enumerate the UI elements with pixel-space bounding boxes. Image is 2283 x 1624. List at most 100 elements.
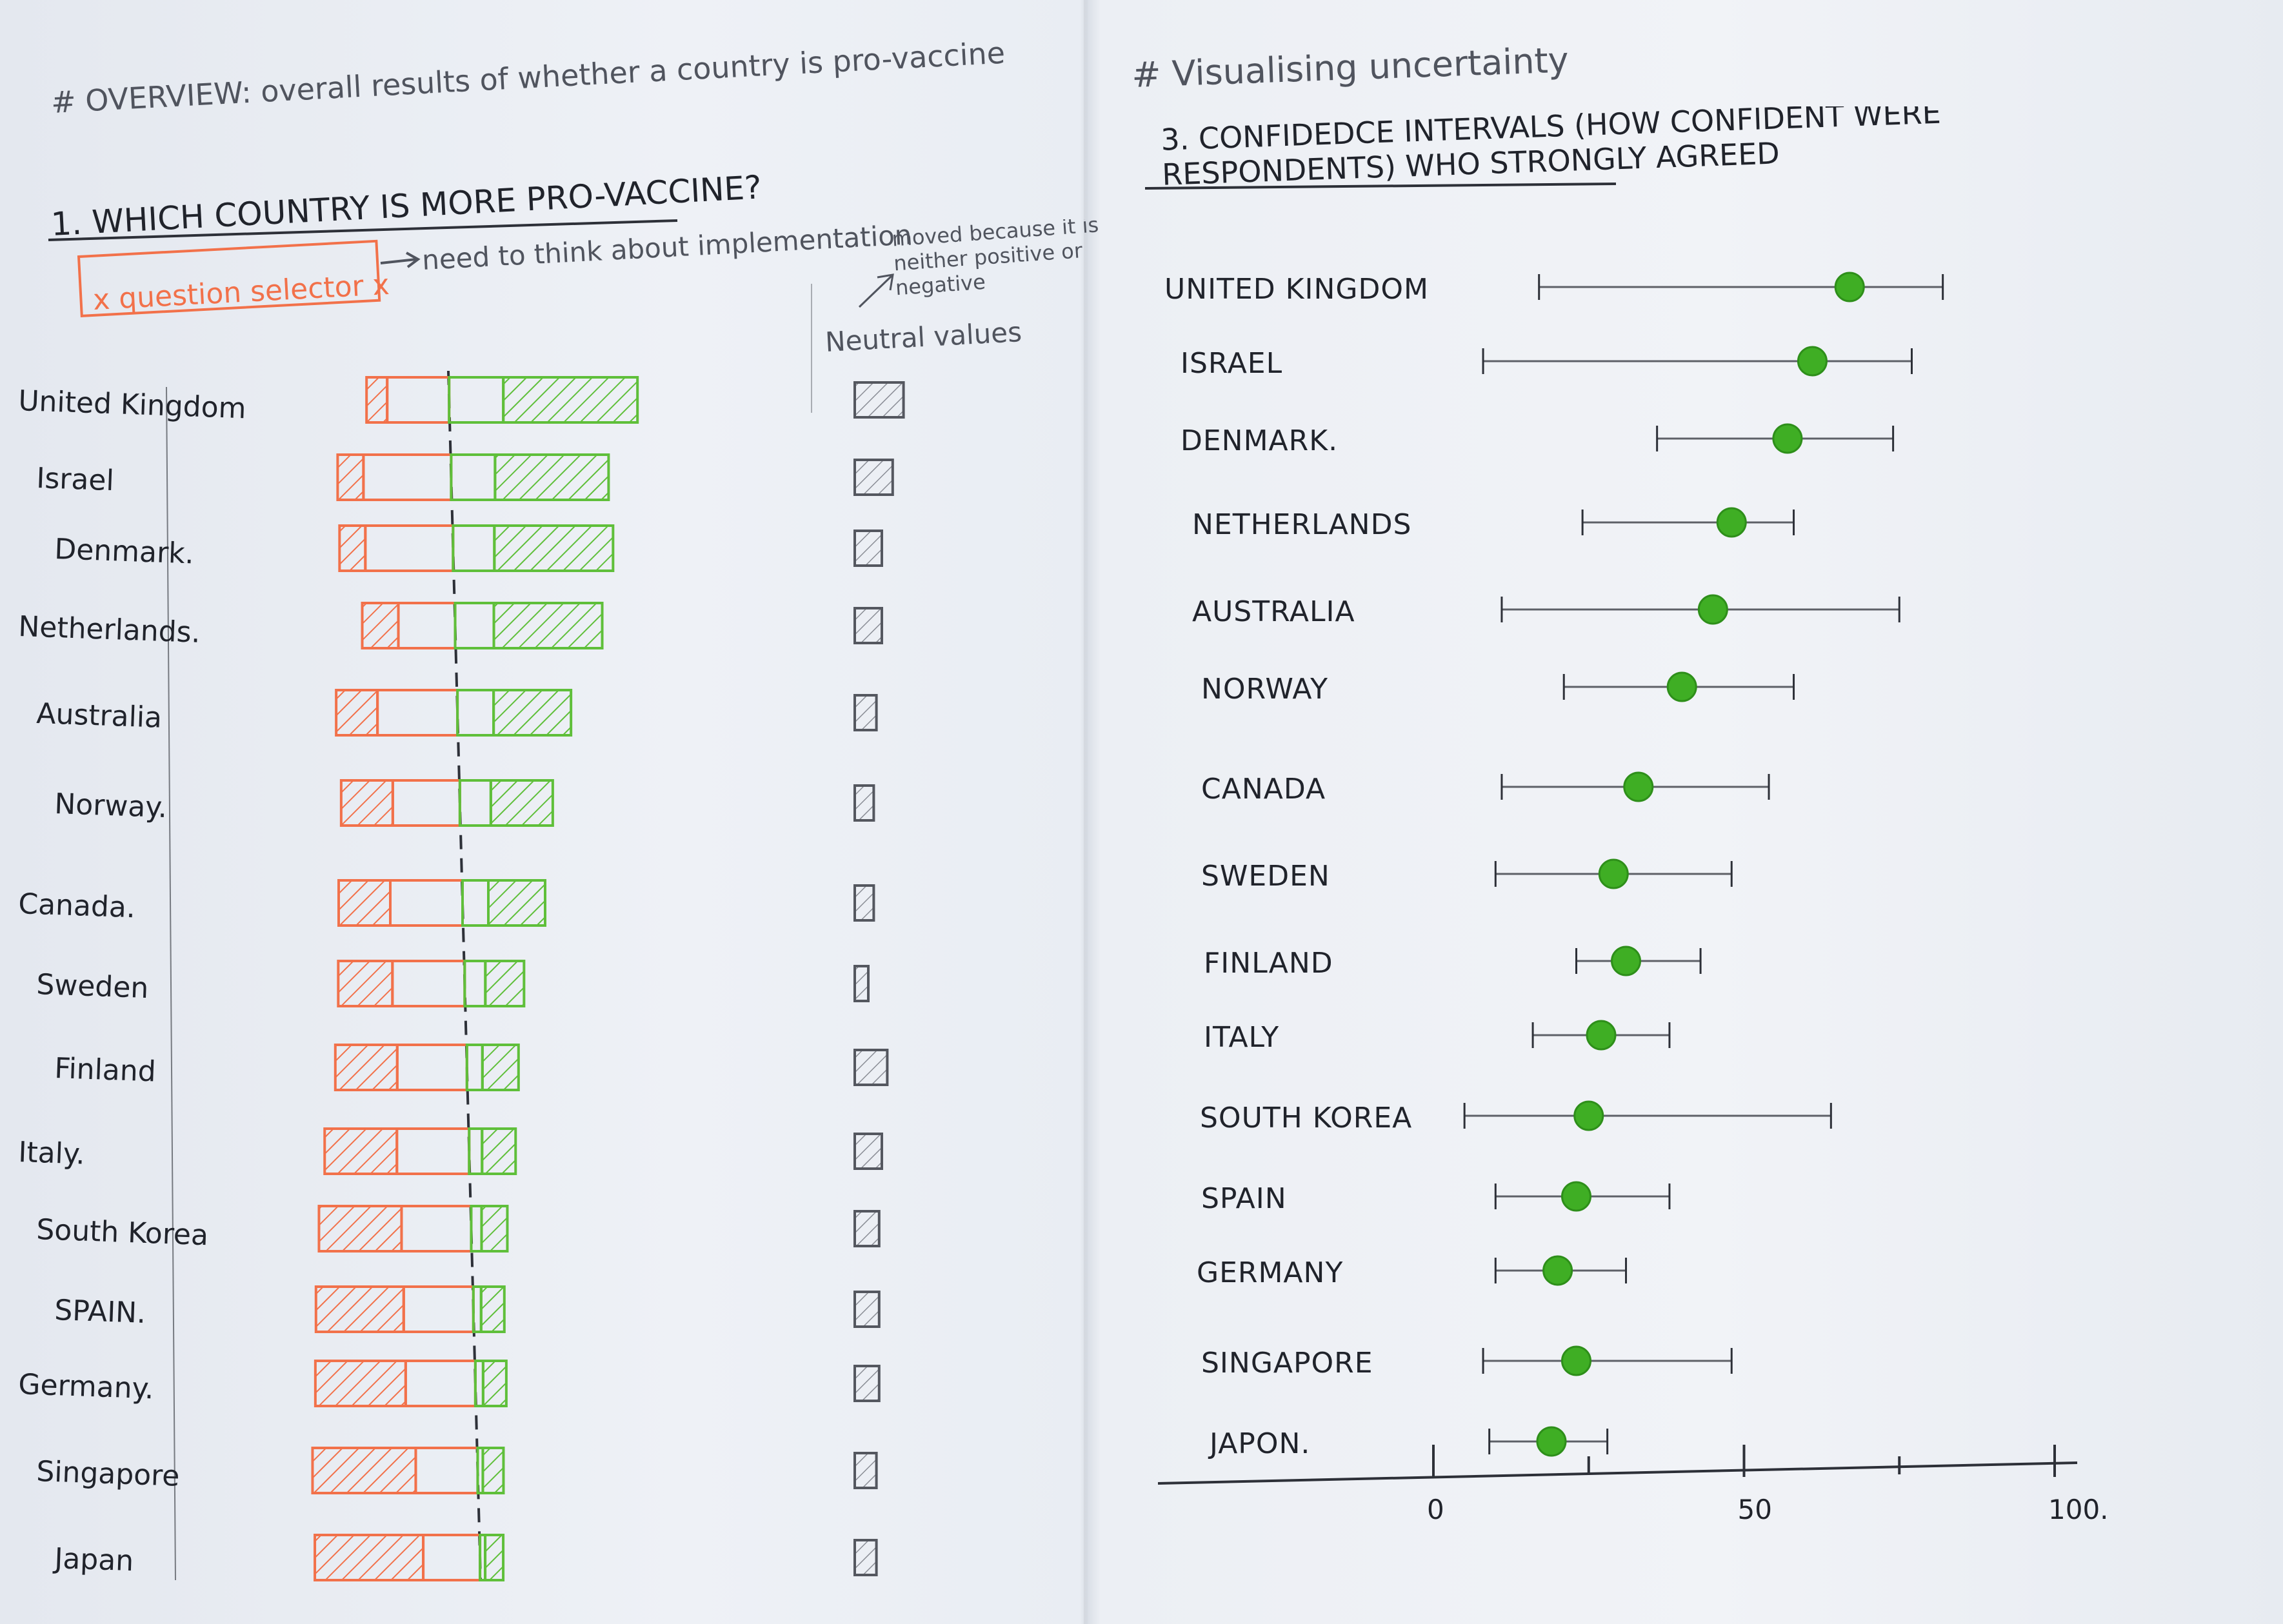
country-label: Singapore	[36, 1455, 181, 1493]
country-label: SOUTH KOREA	[1200, 1102, 1412, 1134]
neutral-bar	[853, 1291, 881, 1328]
positive-hatched-bar	[493, 453, 610, 501]
country-label: DENMARK.	[1181, 424, 1338, 457]
neutral-bar	[853, 784, 875, 822]
country-label: CANADA	[1201, 773, 1326, 806]
positive-hatched-bar	[479, 1285, 506, 1333]
estimate-dot	[1772, 423, 1803, 454]
neutral-bar	[853, 1365, 881, 1402]
x-axis-tick-label: 100.	[2048, 1494, 2109, 1525]
positive-hatched-bar	[493, 524, 615, 572]
country-label: Netherlands.	[18, 610, 201, 649]
negative-outline-bar	[400, 1205, 473, 1253]
positive-hatched-bar	[492, 689, 573, 737]
negative-hatched-bar	[338, 524, 367, 572]
estimate-dot	[1666, 671, 1697, 702]
neutral-bar	[853, 1210, 881, 1247]
country-label: NORWAY	[1201, 673, 1328, 706]
page-fold	[1084, 0, 1089, 1624]
negative-hatched-bar	[323, 1127, 399, 1175]
right-heading: # Visualising uncertainty	[1131, 39, 1569, 95]
estimate-dot	[1542, 1255, 1573, 1286]
positive-hatched-bar	[480, 1205, 509, 1253]
negative-hatched-bar	[311, 1447, 417, 1494]
country-label: Norway.	[54, 787, 168, 824]
negative-outline-bar	[404, 1360, 477, 1407]
positive-hatched-bar	[489, 779, 554, 827]
negative-hatched-bar	[336, 453, 365, 501]
question-selector-box	[77, 239, 381, 317]
positive-hatched-bar	[481, 1447, 505, 1494]
negative-outline-bar	[376, 689, 459, 737]
neutral-bar	[853, 459, 894, 496]
estimate-dot	[1598, 858, 1629, 889]
positive-hatched-bar	[481, 1127, 517, 1175]
positive-outline-bar	[450, 453, 497, 501]
country-label: South Korea	[36, 1213, 209, 1252]
positive-outline-bar	[461, 879, 490, 927]
x-axis-line	[1157, 1461, 2078, 1485]
estimate-dot	[1560, 1345, 1591, 1376]
country-label: SPAIN	[1201, 1182, 1287, 1215]
neutral-bar	[853, 381, 905, 419]
negative-hatched-bar	[314, 1285, 405, 1333]
country-label: Australia	[36, 697, 163, 735]
country-label: UNITED KINGDOM	[1164, 273, 1429, 306]
positive-outline-bar	[456, 689, 495, 737]
negative-hatched-bar	[314, 1360, 407, 1407]
neutral-bar	[853, 1452, 878, 1489]
diverging-bar-chart: United Kingdom Israel Denmark. Netherlands.…	[18, 284, 905, 1581]
arrow-icon	[380, 252, 421, 268]
negative-outline-bar	[422, 1534, 482, 1581]
positive-hatched-bar	[484, 960, 526, 1007]
neutral-bar	[853, 1539, 878, 1576]
estimate-dot	[1586, 1020, 1617, 1051]
negative-outline-bar	[402, 1285, 475, 1333]
negative-outline-bar	[395, 1127, 471, 1175]
neutral-bar	[853, 1049, 889, 1086]
x-axis-tick-label: 50	[1738, 1494, 1772, 1525]
estimate-dot	[1623, 771, 1654, 802]
positive-hatched-bar	[492, 602, 604, 649]
negative-hatched-bar	[337, 960, 394, 1007]
positive-hatched-bar	[481, 1360, 508, 1407]
negative-hatched-bar	[335, 689, 379, 737]
positive-outline-bar	[452, 524, 496, 572]
negative-hatched-bar	[365, 376, 389, 424]
country-label: SINGAPORE	[1201, 1347, 1373, 1380]
right-title-wrap: 3. CONFIDEDCE INTERVALS (HOW CONFIDENT W…	[1161, 106, 1942, 192]
country-label: FINLAND	[1204, 947, 1333, 980]
neutral-bar	[853, 694, 878, 731]
neutral-note: moved because it is neither positive or …	[893, 219, 1100, 301]
negative-outline-bar	[397, 602, 457, 649]
confidence-interval-chart: UNITED KINGDOM ISRAEL DENMARK. NETHERLANDS A…	[1157, 272, 2109, 1525]
estimate-dot	[1797, 346, 1828, 377]
positive-hatched-bar	[481, 1044, 520, 1091]
country-label: Denmark.	[54, 533, 195, 571]
negative-outline-bar	[395, 1044, 468, 1091]
neutral-arrow-icon	[858, 273, 894, 308]
country-label: AUSTRALIA	[1192, 595, 1355, 628]
country-label: Canada.	[18, 887, 136, 924]
neutral-bar	[853, 884, 875, 922]
negative-outline-bar	[386, 376, 451, 424]
right-title-underline	[1144, 183, 1617, 190]
estimate-dot	[1560, 1181, 1591, 1212]
country-label: ITALY	[1204, 1021, 1279, 1054]
neutral-bar	[853, 607, 883, 644]
negative-outline-bar	[362, 453, 453, 501]
x-axis-tick-label: 0	[1427, 1494, 1444, 1525]
country-label: Sweden	[36, 968, 150, 1005]
country-label: Israel	[36, 462, 115, 497]
neutral-bar	[853, 530, 883, 567]
negative-outline-bar	[364, 524, 455, 572]
country-label: NETHERLANDS	[1192, 508, 1411, 541]
overview-note: # OVERVIEW: overall results of whether a…	[50, 35, 1006, 120]
country-label: SPAIN.	[54, 1294, 146, 1330]
country-label: Japan	[52, 1542, 134, 1578]
negative-hatched-bar	[334, 1044, 399, 1091]
negative-hatched-bar	[314, 1534, 425, 1581]
estimate-dot	[1716, 507, 1747, 538]
positive-hatched-bar	[484, 1534, 505, 1581]
country-label: United Kingdom	[18, 384, 247, 425]
